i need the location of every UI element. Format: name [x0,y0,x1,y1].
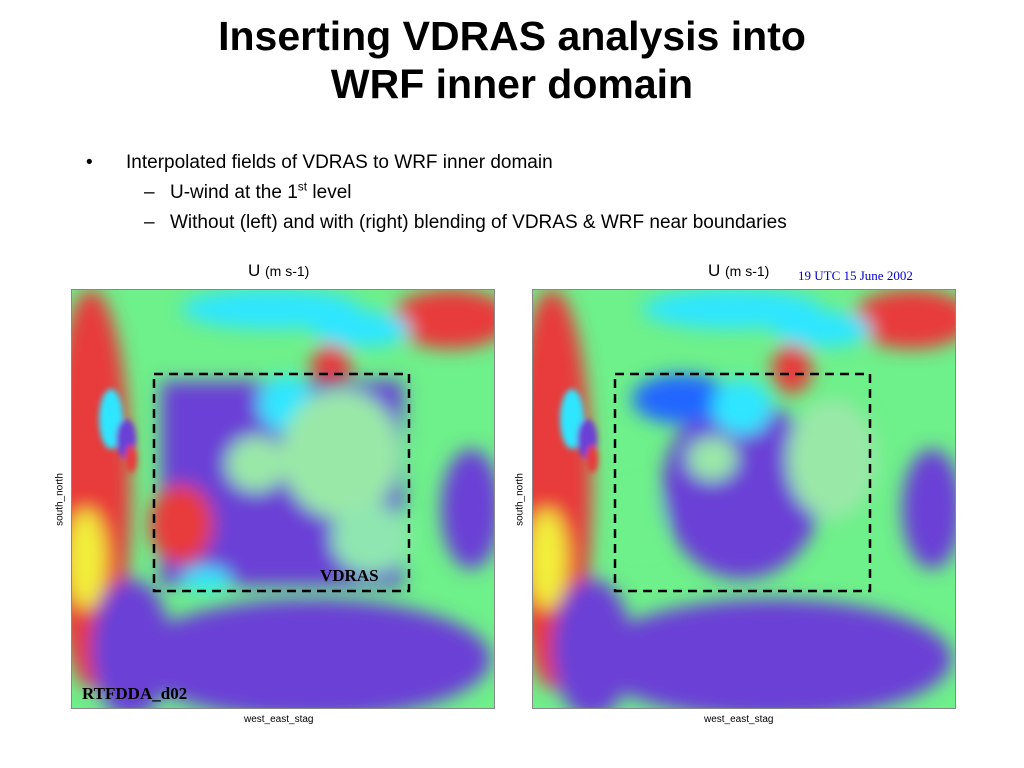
bullet-main: • Interpolated fields of VDRAS to WRF in… [86,148,787,178]
vdras-box-label: VDRAS [320,566,379,585]
right-map-graphic [532,289,956,709]
bullet-sub-2-text: Without (left) and with (right) blending… [170,212,787,233]
title-line-1: Inserting VDRAS analysis into [218,13,806,59]
left-panel-var: U [248,261,261,280]
bullet-sub-2: – Without (left) and with (right) blendi… [86,208,787,238]
domain-label: RTFDDA_d02 [82,684,188,703]
right-ylabel: south_north [514,473,526,526]
left-panel-units: (m s-1) [265,263,310,279]
title-line-2: WRF inner domain [330,61,694,107]
bullet-sub-1-sup: st [297,179,308,194]
bullet-sub-1: – U-wind at the 1st level [86,178,787,208]
right-map [532,289,956,709]
bullet-main-text: Interpolated fields of VDRAS to WRF inne… [126,152,553,173]
date-label: 19 UTC 15 June 2002 [798,268,913,283]
bullet-dot: • [86,152,93,173]
left-panel-title: U (m s-1) [248,261,309,281]
left-map [71,289,495,709]
bullet-sub-1-post: level [307,182,352,203]
right-panel-var: U [708,261,721,280]
bullet-dash: – [144,182,155,203]
bullet-sub-1-pre: U-wind at the 1 [170,182,298,203]
bullet-dash: – [144,212,155,233]
right-xlabel: west_east_stag [704,714,774,725]
slide-title: Inserting VDRAS analysis into WRF inner … [0,12,1024,108]
right-panel-units: (m s-1) [725,263,770,279]
left-map-graphic [71,289,495,709]
right-panel-title: U (m s-1) [708,261,769,281]
left-xlabel: west_east_stag [244,714,314,725]
left-ylabel: south_north [54,473,66,526]
bullet-list: • Interpolated fields of VDRAS to WRF in… [86,148,787,238]
